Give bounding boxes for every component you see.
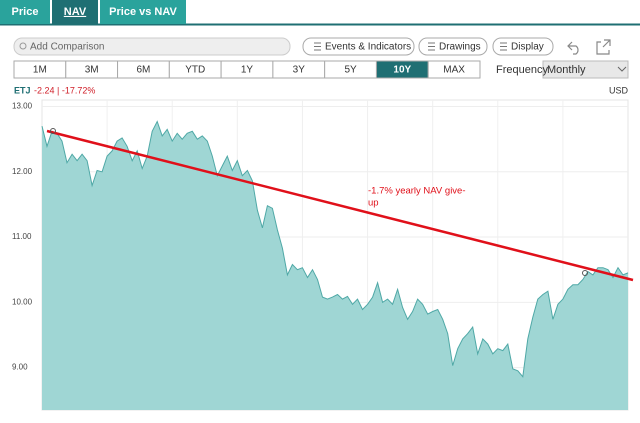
tab[interactable] — [0, 0, 50, 24]
y-tick-label: 11.00 — [12, 232, 32, 241]
toolbar-button-label: Events & Indicators — [325, 42, 411, 53]
search-placeholder: Add Comparison — [30, 42, 104, 53]
button-icon — [314, 42, 321, 51]
share-icon[interactable] — [596, 39, 611, 55]
y-tick-label: 13.00 — [12, 102, 33, 111]
range-label: 6M — [136, 65, 150, 76]
drawings-button[interactable] — [418, 37, 488, 56]
annotation: -1.7% yearly NAV give- — [368, 186, 466, 197]
frequency-label: Frequency — [496, 64, 548, 76]
undo-icon[interactable] — [567, 41, 579, 55]
y-tick-label: 12.00 — [12, 167, 33, 176]
trend-line — [46, 129, 634, 282]
range-button[interactable] — [427, 60, 481, 79]
area-fill — [42, 121, 628, 410]
select-arrow — [617, 66, 627, 72]
range-label: 1Y — [241, 65, 254, 76]
nav-line — [41, 120, 629, 378]
search-icon — [19, 42, 27, 50]
frequency-value: Monthly — [547, 64, 586, 76]
range-label: 5Y — [344, 65, 357, 76]
y-tick-label: 9.00 — [12, 363, 28, 372]
toolbar-button-label: Display — [511, 42, 544, 53]
search-box[interactable] — [13, 37, 291, 56]
trend-handle — [582, 270, 588, 276]
button-icon — [428, 42, 435, 51]
frequency-select[interactable] — [542, 60, 629, 79]
trend-handle — [50, 128, 56, 134]
range-label: 1M — [33, 65, 47, 76]
ticker: ETJ — [14, 85, 31, 95]
tab-label: NAV — [64, 6, 87, 18]
range-label: YTD — [185, 65, 205, 76]
tab[interactable] — [52, 0, 98, 24]
chart: 9.00 10.00 11.00 12.00 13.00 -1.7% yearly NAV… — [12, 99, 634, 411]
y-tick-label: 10.00 — [12, 297, 33, 306]
tab-label: Price vs NAV — [109, 6, 177, 18]
display-button[interactable] — [492, 37, 554, 56]
tab[interactable] — [100, 0, 186, 24]
toolbar-button-label: Drawings — [439, 42, 481, 53]
currency: USD — [609, 85, 629, 95]
change: -2.24 | -17.72% — [34, 85, 95, 95]
events-button[interactable] — [302, 37, 415, 56]
button-icon — [500, 42, 507, 51]
range-label: MAX — [443, 65, 465, 76]
range-label: 10Y — [393, 65, 411, 76]
annotation: up — [368, 198, 379, 209]
range-label: 3M — [85, 65, 99, 76]
range-label: 3Y — [293, 65, 306, 76]
tab-label: Price — [12, 6, 39, 18]
